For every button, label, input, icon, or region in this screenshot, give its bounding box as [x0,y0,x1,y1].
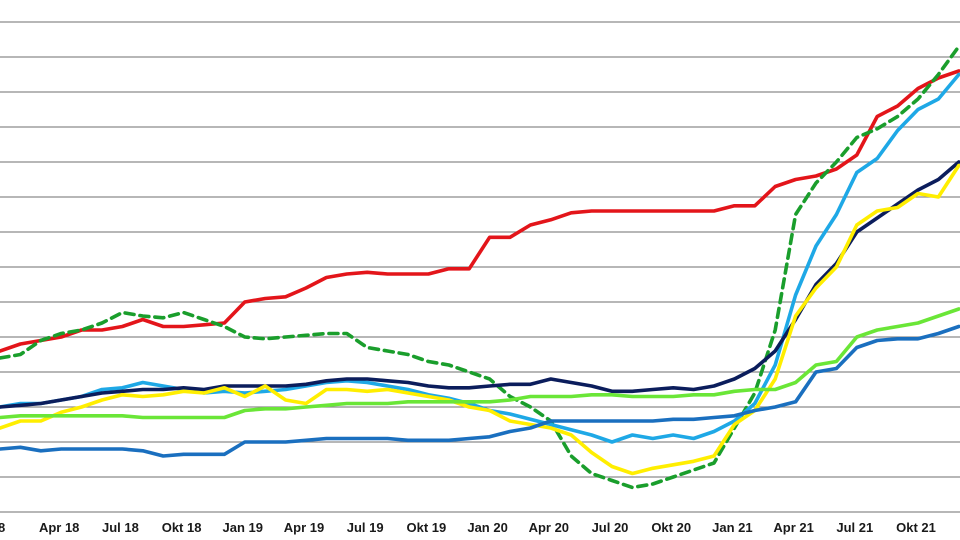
x-tick-label: Jul 18 [102,520,139,535]
x-tick-label: Okt 20 [651,520,691,535]
series-line-5 [0,163,960,476]
series-line-2 [0,44,960,490]
x-tick-label: 18 [0,520,5,535]
series-line-7 [0,324,960,458]
x-tick-label: Jul 21 [836,520,873,535]
x-tick-label: Apr 20 [529,520,569,535]
x-tick-label: Okt 19 [407,520,447,535]
x-tick-label: Jan 21 [712,520,752,535]
x-tick-label: Apr 21 [773,520,813,535]
series-line-4 [0,160,960,409]
series-lines [0,44,960,490]
gridlines [0,21,960,513]
x-tick-label: Jul 20 [592,520,629,535]
x-tick-label: Okt 18 [162,520,202,535]
x-tick-label: Apr 18 [39,520,79,535]
series-line-1 [0,69,960,353]
x-tick-label: Apr 19 [284,520,324,535]
x-axis-tick-labels: 18 Apr 18 Jul 18 Okt 18 Jan 19 Apr 19 Jul 19 Ok… [0,520,936,535]
x-tick-label: Jan 19 [223,520,263,535]
x-tick-label: Jul 19 [347,520,384,535]
x-tick-label: Jan 20 [467,520,507,535]
series-line-6 [0,307,960,420]
x-tick-label: Okt 21 [896,520,936,535]
